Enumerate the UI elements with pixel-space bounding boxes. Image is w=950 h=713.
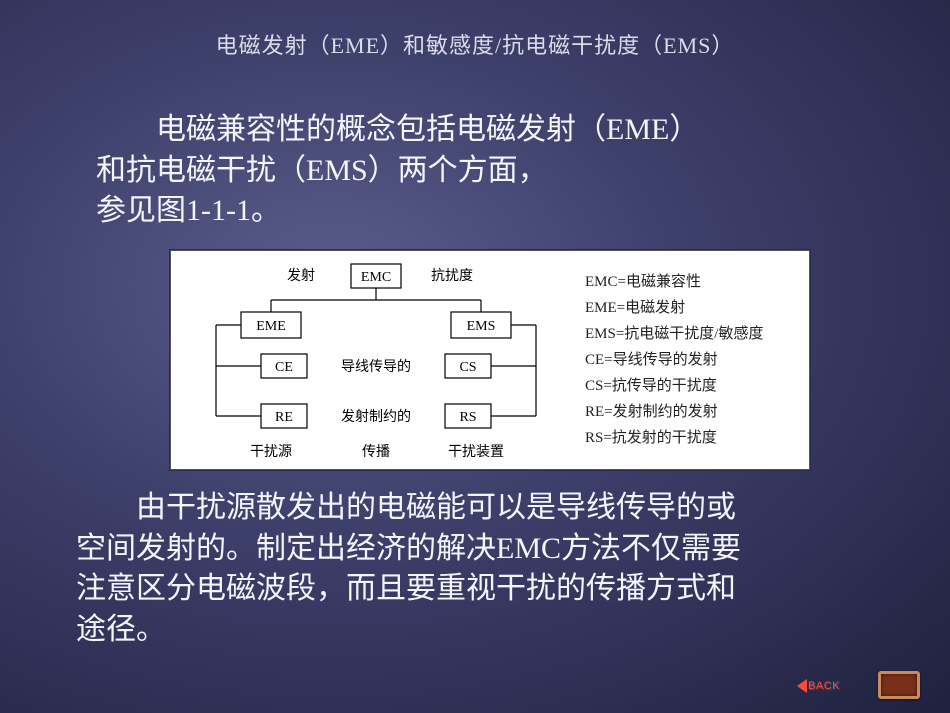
slide-title: 电磁发射（EME）和敏感度/抗电磁干扰度（EMS）: [0, 0, 950, 60]
paragraph-1: 电磁兼容性的概念包括电磁发射（EME） 和抗电磁干扰（EMS）两个方面， 参见图…: [96, 110, 876, 232]
legend-cs: CS=抗传导的干扰度: [585, 373, 795, 399]
emc-tree-diagram: EMC EME EMS CE CS RE RS 发射 抗扰度 导线传导的 发射制…: [181, 256, 571, 466]
svg-text:CS: CS: [459, 360, 476, 375]
figure-legend: EMC=电磁兼容性 EME=电磁发射 EMS=抗电磁干扰度/敏感度 CE=导线传…: [585, 269, 795, 451]
svg-text:发射制约的: 发射制约的: [341, 409, 411, 425]
svg-text:导线传导的: 导线传导的: [341, 359, 411, 375]
svg-text:抗扰度: 抗扰度: [431, 268, 473, 284]
svg-text:干扰源: 干扰源: [250, 444, 292, 460]
p1-line1: 电磁兼容性的概念包括电磁发射（EME）: [156, 113, 699, 146]
svg-text:干扰装置: 干扰装置: [448, 444, 504, 460]
p2-line1: 由干扰源散发出的电磁能可以是导线传导的或: [136, 491, 736, 524]
paragraph-2: 由干扰源散发出的电磁能可以是导线传导的或 空间发射的。制定出经济的解决EMC方法…: [76, 488, 886, 650]
legend-rs: RS=抗发射的干扰度: [585, 425, 795, 451]
legend-eme: EME=电磁发射: [585, 295, 795, 321]
p2-line2: 空间发射的。制定出经济的解决EMC方法不仅需要: [76, 532, 741, 565]
back-label: BACK: [808, 680, 840, 692]
legend-ce: CE=导线传导的发射: [585, 347, 795, 373]
svg-text:EMS: EMS: [467, 319, 496, 334]
svg-text:EMC: EMC: [361, 270, 391, 285]
svg-text:发射: 发射: [287, 268, 315, 284]
p2-line4: 途径。: [76, 613, 166, 646]
p2-line3: 注意区分电磁波段，而且要重视干扰的传播方式和: [76, 572, 736, 605]
svg-text:RE: RE: [275, 410, 293, 425]
legend-emc: EMC=电磁兼容性: [585, 269, 795, 295]
legend-ems: EMS=抗电磁干扰度/敏感度: [585, 321, 795, 347]
svg-text:传播: 传播: [362, 444, 390, 460]
back-button[interactable]: BACK: [792, 675, 840, 697]
figure-1-1-1: EMC EME EMS CE CS RE RS 发射 抗扰度 导线传导的 发射制…: [170, 250, 810, 470]
home-button[interactable]: [878, 671, 920, 699]
svg-text:CE: CE: [275, 360, 293, 375]
svg-text:EME: EME: [256, 319, 286, 334]
svg-text:RS: RS: [459, 410, 476, 425]
back-arrow-icon: [797, 679, 807, 693]
p1-line3: 参见图1-1-1。: [96, 194, 281, 227]
legend-re: RE=发射制约的发射: [585, 399, 795, 425]
p1-line2: 和抗电磁干扰（EMS）两个方面，: [96, 154, 548, 187]
